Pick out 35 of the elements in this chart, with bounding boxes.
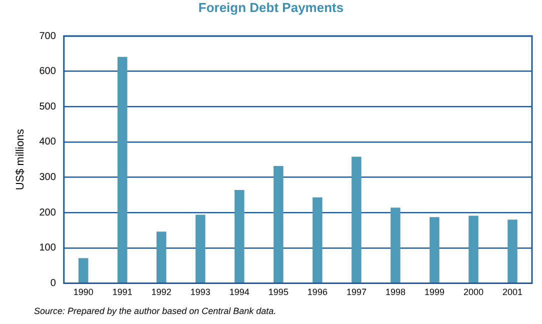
x-tick-label: 1991 xyxy=(112,287,132,298)
y-tick-label: 200 xyxy=(39,207,56,218)
y-tick-label: 300 xyxy=(39,172,56,184)
x-tick-label: 1992 xyxy=(151,287,172,298)
y-tick-label: 600 xyxy=(39,66,56,78)
x-tick-label: 1994 xyxy=(229,287,250,298)
x-tick-label: 1996 xyxy=(307,287,328,298)
bar xyxy=(78,258,88,283)
y-tick-label: 700 xyxy=(39,30,56,42)
y-tick-label: 100 xyxy=(39,242,56,254)
bar xyxy=(508,220,518,283)
y-tick-label: 0 xyxy=(50,278,56,289)
x-tick-label: 1990 xyxy=(73,287,94,298)
source-note: Source: Prepared by the author based on Central Bank data. xyxy=(34,306,276,316)
bar xyxy=(274,166,284,283)
bar xyxy=(196,214,206,283)
x-tick-label: 1995 xyxy=(268,287,288,298)
x-tick-label: 1997 xyxy=(346,287,366,298)
y-axis-title: US$ millions xyxy=(14,128,27,190)
chart-title: Foreign Debt Payments xyxy=(197,0,345,15)
bar xyxy=(312,197,322,283)
bar xyxy=(352,156,362,283)
x-tick-label: 2000 xyxy=(463,287,484,298)
bar xyxy=(118,56,128,283)
bar xyxy=(468,216,478,283)
y-tick-label: 400 xyxy=(39,136,56,148)
bar xyxy=(390,208,400,283)
x-tick-label: 1993 xyxy=(190,287,210,298)
x-tick-label: 1998 xyxy=(385,287,406,298)
bar xyxy=(234,190,244,283)
bar xyxy=(156,232,166,283)
x-tick-label: 2001 xyxy=(502,287,523,298)
x-tick-label: 1999 xyxy=(424,287,444,298)
y-tick-label: 500 xyxy=(39,101,56,112)
bar xyxy=(430,217,440,283)
